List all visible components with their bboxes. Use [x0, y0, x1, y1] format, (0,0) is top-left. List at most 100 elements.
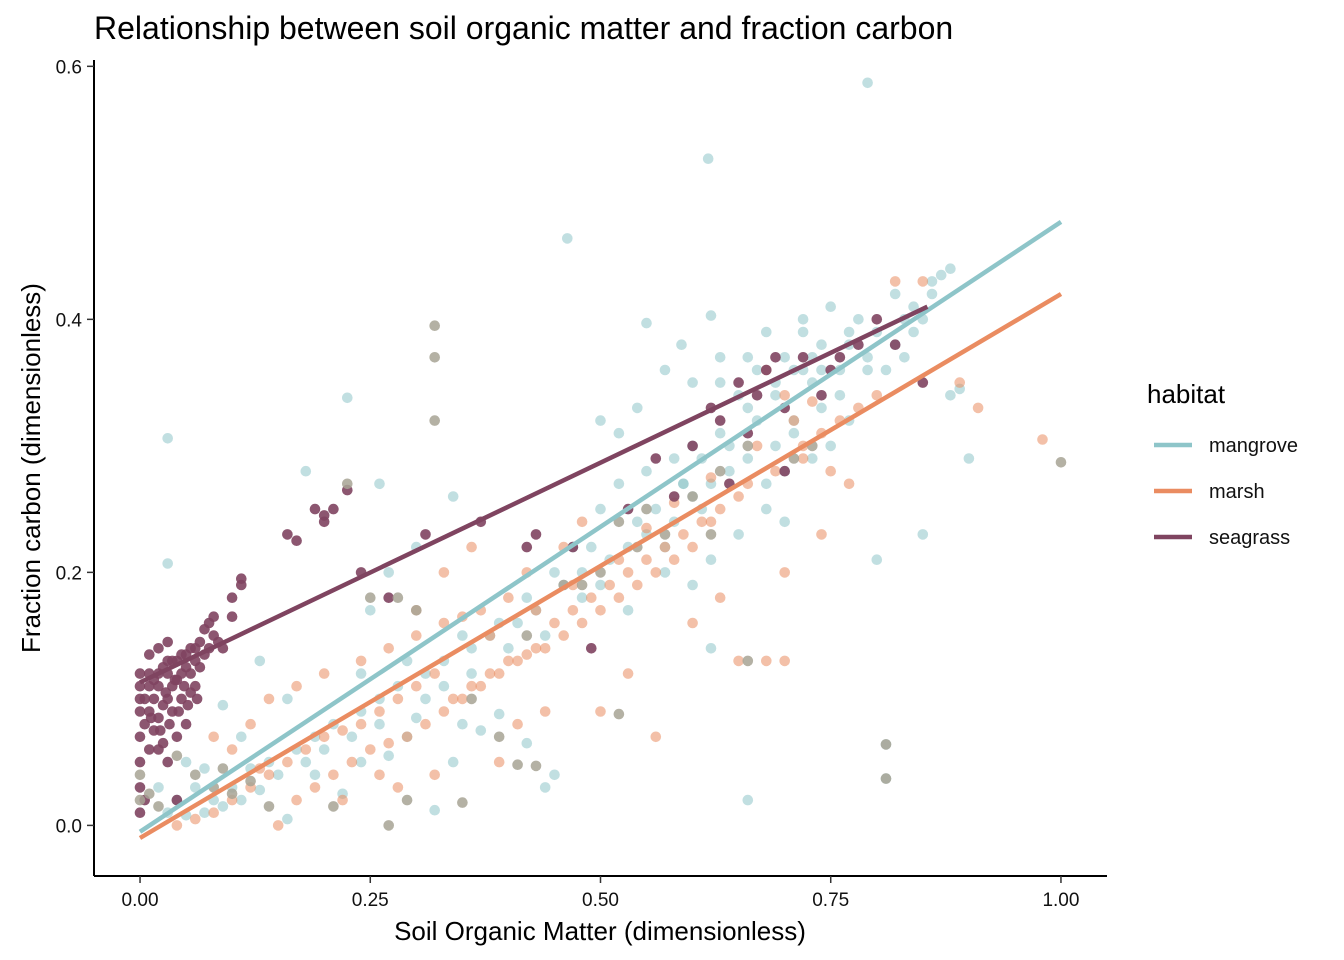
point-mangrove-73	[180, 756, 192, 768]
point-mangrove-99	[714, 427, 726, 439]
point-marsh-67	[797, 453, 809, 464]
point-mangrove-86	[493, 708, 505, 720]
point-seagrass-60	[328, 503, 339, 515]
point-mangrove-163	[236, 731, 247, 743]
point-marsh-64	[714, 503, 726, 515]
point-mangrove-15	[641, 317, 652, 329]
point-marsh-56	[567, 605, 579, 616]
point-seagrass-89	[917, 377, 929, 388]
point-seagrass-63	[144, 649, 155, 660]
point-mangrove-164	[447, 756, 459, 768]
point-other-33	[714, 465, 726, 477]
point-mangrove-30	[908, 301, 919, 313]
point-marsh-44	[346, 756, 358, 768]
point-mangrove-29	[889, 288, 901, 300]
point-marsh-12	[668, 554, 680, 565]
point-marsh-73	[714, 592, 726, 603]
point-mangrove-7	[945, 390, 956, 401]
point-other-10	[512, 759, 523, 770]
point-seagrass-30	[180, 718, 192, 730]
x-axis-ticks: 0.00 0.25 0.50 0.75 1.00	[122, 876, 1079, 911]
point-mangrove-84	[457, 718, 468, 730]
point-other-5	[880, 739, 892, 750]
point-seagrass-75	[173, 706, 184, 717]
point-seagrass-74	[164, 718, 175, 730]
point-mangrove-168	[908, 326, 919, 338]
point-seagrass-109	[770, 352, 781, 363]
point-other-43	[521, 630, 533, 641]
point-other-12	[401, 794, 413, 806]
point-mangrove-113	[659, 567, 671, 578]
point-mangrove-80	[355, 756, 367, 768]
point-mangrove-159	[374, 478, 385, 490]
point-seagrass-66	[134, 693, 146, 705]
point-marsh-100	[539, 706, 551, 717]
point-marsh-94	[429, 769, 441, 781]
point-seagrass-31	[185, 668, 196, 679]
point-mangrove-97	[668, 453, 680, 464]
y-tick-label-1: 0.2	[56, 563, 82, 584]
point-seagrass-110	[871, 314, 883, 325]
point-mangrove-101	[770, 390, 781, 401]
point-mangrove-123	[420, 693, 431, 705]
point-mangrove-100	[742, 402, 754, 414]
y-tick-label-0: 0.0	[56, 816, 82, 837]
point-seagrass-91	[687, 440, 698, 452]
point-mangrove-130	[217, 801, 229, 812]
x-tick-label-0: 0.00	[122, 890, 159, 911]
point-other-31	[613, 516, 625, 528]
point-other-16	[392, 592, 404, 603]
point-other-0	[429, 320, 441, 332]
point-seagrass-80	[178, 680, 190, 692]
point-marsh-16	[595, 605, 606, 616]
point-marsh-24	[447, 693, 459, 705]
point-marsh-10	[705, 516, 717, 528]
point-marsh-79	[622, 668, 634, 679]
point-mangrove-103	[816, 339, 827, 351]
point-mangrove-17	[705, 310, 717, 321]
point-mangrove-171	[751, 364, 763, 376]
point-mangrove-108	[807, 453, 818, 464]
point-mangrove-127	[300, 756, 312, 768]
point-marsh-107	[438, 567, 450, 578]
point-seagrass-7	[144, 744, 155, 755]
point-mangrove-20	[632, 402, 643, 414]
point-marsh-8	[843, 478, 855, 490]
x-axis-title: Soil Organic Matter (dimensionless)	[394, 916, 806, 946]
legend-label-marsh: marsh	[1209, 481, 1265, 503]
point-seagrass-51	[162, 756, 173, 768]
point-seagrass-70	[176, 649, 187, 660]
y-tick-label-2: 0.4	[56, 310, 83, 331]
point-marsh-75	[761, 655, 772, 667]
point-other-24	[171, 750, 183, 762]
point-mangrove-19	[613, 427, 625, 439]
point-mangrove-125	[346, 731, 358, 743]
point-mangrove-169	[843, 326, 855, 338]
point-mangrove-16	[676, 339, 687, 351]
point-seagrass-11	[148, 693, 160, 705]
point-marsh-60	[641, 554, 652, 565]
point-mangrove-72	[153, 782, 164, 793]
point-mangrove-112	[687, 579, 698, 591]
point-marsh-81	[576, 516, 588, 528]
point-marsh-86	[411, 630, 422, 641]
point-marsh-92	[245, 718, 256, 730]
point-other-34	[742, 440, 754, 452]
point-other-29	[263, 801, 275, 812]
point-mangrove-122	[438, 680, 450, 692]
point-seagrass-1	[134, 731, 146, 743]
point-other-4	[1055, 457, 1067, 468]
point-mangrove-77	[282, 813, 293, 825]
point-seagrass-71	[185, 643, 196, 654]
point-mangrove-158	[300, 465, 312, 477]
point-mangrove-3	[162, 433, 173, 444]
point-mangrove-148	[797, 326, 809, 338]
point-marsh-58	[604, 579, 615, 591]
point-marsh-7	[825, 465, 836, 477]
point-seagrass-92	[714, 415, 726, 426]
point-seagrass-96	[530, 529, 542, 540]
point-mangrove-105	[733, 529, 744, 540]
point-marsh-57	[586, 592, 597, 603]
point-marsh-62	[678, 529, 689, 540]
point-mangrove-88	[365, 605, 376, 616]
